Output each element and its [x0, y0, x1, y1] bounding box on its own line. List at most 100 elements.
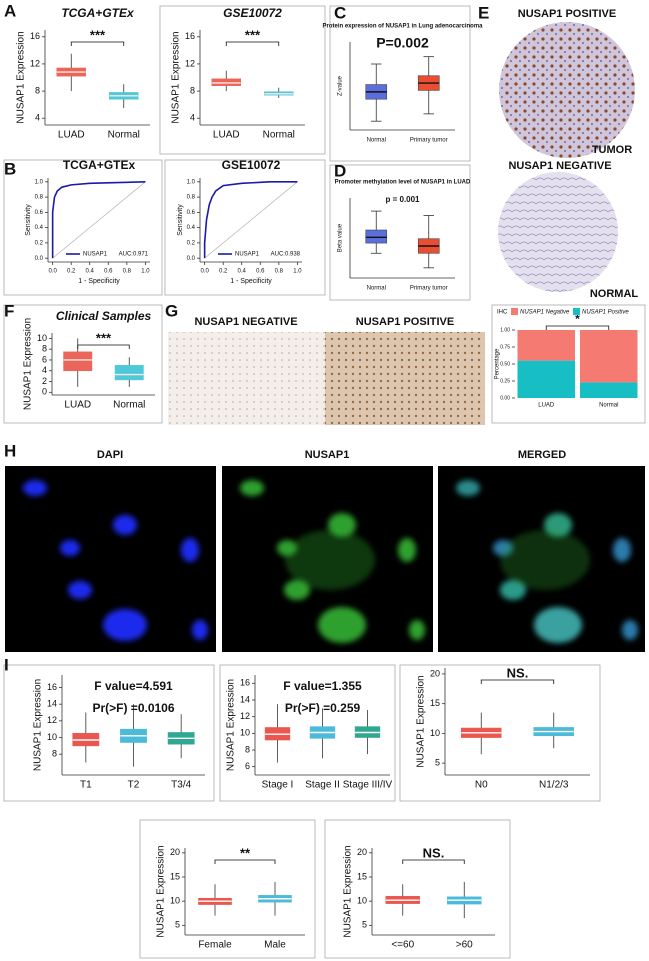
ihc-images: NUSAP1 POSITIVE TUMOR NUSAP1 NEGATIVE NO… — [168, 8, 638, 425]
chart-title: Protein expression of NUSAP1 in Lung ade… — [322, 24, 483, 30]
x-tick-label: LUAD — [58, 130, 85, 141]
y-tick-label: 1.0 — [35, 179, 44, 185]
x-tick-label: Male — [264, 940, 286, 951]
significance-bracket — [77, 344, 130, 349]
y-axis-label: Percentage — [495, 348, 501, 379]
panel-label: B — [4, 159, 16, 178]
annotation: p = 0.001 — [385, 195, 420, 204]
box — [365, 229, 388, 244]
significance-bracket — [402, 859, 465, 864]
y-axis-label: Sensitivity — [25, 204, 32, 236]
significance-label: NS. — [423, 845, 445, 860]
legend-auc: AUC:0.938 — [271, 252, 301, 258]
y-tick-label: 15 — [430, 698, 440, 708]
legend-label: NUSAP1 — [83, 252, 108, 258]
image-title: NUSAP1 NEGATIVE — [194, 316, 297, 328]
x-tick-label: T2 — [128, 780, 140, 791]
y-tick-label: 14 — [240, 694, 250, 704]
x-tick-label: LUAD — [538, 403, 555, 409]
legend-swatch — [511, 308, 518, 315]
panel-label: D — [334, 161, 346, 180]
y-tick-label: 16 — [30, 31, 40, 41]
y-axis-label: Z-value — [338, 75, 344, 96]
y-tick-label: 14 — [47, 699, 57, 709]
y-tick-label: 8 — [42, 344, 47, 354]
y-axis-label: NUSAP1 Expression — [23, 318, 34, 410]
x-tick-label: 0.2 — [219, 269, 228, 275]
x-tick-label: 0.0 — [200, 269, 209, 275]
y-tick-label: 0.25 — [500, 378, 510, 384]
y-tick-label: 4 — [35, 113, 40, 123]
y-tick-label: 20 — [170, 847, 180, 857]
significance-label: *** — [96, 330, 112, 345]
legend-auc: AUC:0.971 — [119, 252, 149, 258]
y-tick-label: 2 — [42, 376, 47, 386]
y-axis-label: NUSAP1 Expression — [171, 31, 182, 123]
panel-label: A — [4, 1, 16, 20]
y-tick-label: 15 — [357, 871, 367, 881]
y-tick-label: 0.75 — [500, 344, 510, 350]
y-tick-label: 0.8 — [187, 195, 196, 201]
x-tick-label: Normal — [113, 400, 145, 411]
image-title: NUSAP1 POSITIVE — [518, 8, 616, 20]
nuclei — [23, 480, 208, 641]
y-tick-label: 0.2 — [35, 240, 44, 246]
x-tick-label: LUAD — [213, 130, 240, 141]
x-tick-label: Normal — [367, 286, 386, 292]
y-tick-label: 5 — [362, 920, 367, 930]
box — [114, 365, 144, 381]
panel-label: H — [4, 441, 16, 460]
reference-diagonal — [204, 181, 298, 259]
y-tick-label: 5 — [435, 757, 440, 767]
chart-title: TCGA+GTEx — [63, 158, 136, 172]
y-tick-label: 12 — [240, 711, 250, 721]
image-title: DAPI — [97, 449, 123, 461]
y-axis-label: NUSAP1 Expression — [16, 31, 27, 123]
x-tick-label: 0.8 — [275, 269, 284, 275]
x-tick-label: 0.6 — [104, 269, 113, 275]
x-tick-label: Normal — [108, 130, 140, 141]
x-tick-label: 1.0 — [293, 269, 302, 275]
x-tick-label: Normal — [263, 130, 295, 141]
panel-label: E — [478, 3, 489, 22]
x-axis-label: 1 - Specificity — [78, 278, 120, 285]
x-tick-label: <=60 — [391, 940, 414, 951]
y-tick-label: 16 — [240, 678, 250, 688]
roc-curve — [51, 181, 146, 259]
y-tick-label: 10 — [47, 732, 57, 742]
y-tick-label: 16 — [185, 31, 195, 41]
ihc-image — [168, 332, 325, 425]
y-tick-label: 4 — [190, 113, 195, 123]
y-tick-label: 0.6 — [35, 210, 44, 216]
x-tick-label: T3/4 — [171, 780, 191, 791]
y-tick-label: 12 — [30, 58, 40, 68]
panel-label: C — [334, 3, 346, 22]
y-tick-label: 4 — [42, 365, 47, 375]
x-tick-label: 0.2 — [67, 269, 76, 275]
significance-label: * — [575, 312, 580, 326]
chart-title: GSE10072 — [222, 158, 281, 172]
legend-label: NUSAP1 Positive — [582, 310, 629, 316]
y-tick-label: 0.0 — [35, 256, 44, 262]
panel-frames — [3, 5, 646, 959]
y-tick-label: 8 — [35, 85, 40, 95]
roc-curve — [203, 181, 298, 259]
y-tick-label: 1.0 — [187, 179, 196, 185]
bar-segment — [517, 360, 575, 398]
y-tick-label: 8 — [52, 749, 57, 759]
x-tick-label: Primary tumor — [410, 286, 448, 292]
bar-segment — [580, 382, 638, 398]
y-tick-label: 6 — [42, 354, 47, 364]
y-axis-label: Beta value — [338, 223, 344, 252]
significance-bracket — [214, 859, 276, 864]
merged-signal — [456, 480, 638, 643]
y-axis-label: NUSAP1 Expression — [156, 845, 167, 937]
annotation: Pr(>F) =0.259 — [285, 701, 361, 715]
chart-title: Clinical Samples — [56, 309, 152, 323]
y-tick-label: 0.6 — [187, 210, 196, 216]
image-caption: NORMAL — [590, 288, 639, 300]
x-tick-label: 0.0 — [48, 269, 57, 275]
panel-label: I — [4, 655, 9, 674]
annotation: Pr(>F) =0.0106 — [92, 701, 174, 715]
